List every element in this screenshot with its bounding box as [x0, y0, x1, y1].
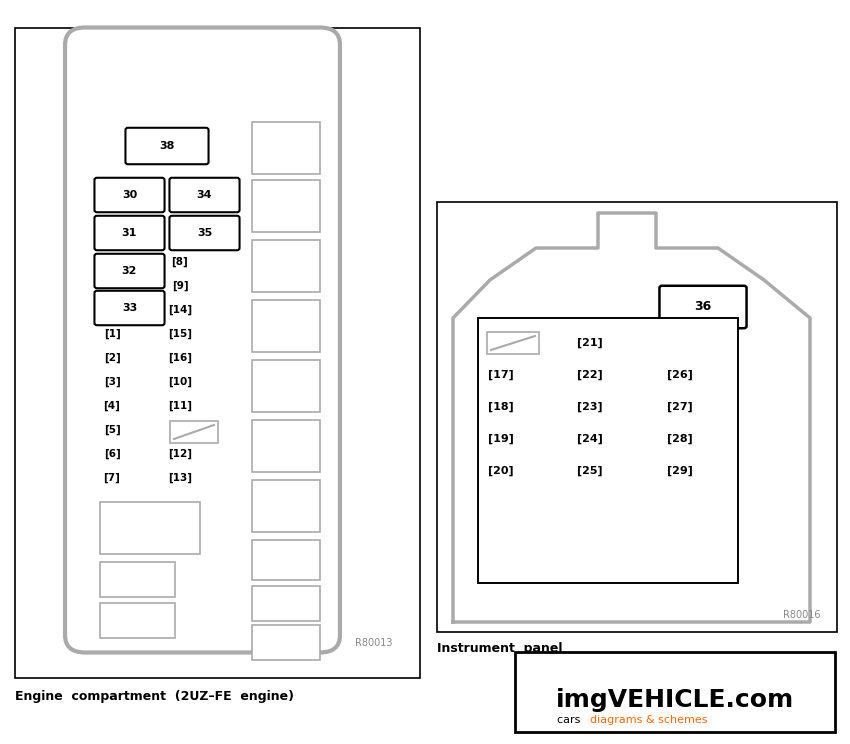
Text: 33: 33: [122, 303, 137, 313]
Text: [22]: [22]: [577, 370, 603, 380]
Bar: [100, 502, 200, 554]
Text: [19]: [19]: [488, 434, 514, 444]
Text: Instrument  panel: Instrument panel: [437, 642, 563, 655]
Text: Engine  compartment  (2UZ–FE  engine): Engine compartment (2UZ–FE engine): [15, 690, 294, 703]
Text: [7]: [7]: [104, 473, 121, 483]
Bar: [487, 332, 539, 354]
Text: 38: 38: [159, 141, 175, 151]
Bar: [252, 122, 320, 174]
Text: [23]: [23]: [577, 402, 603, 412]
FancyBboxPatch shape: [65, 28, 340, 652]
FancyBboxPatch shape: [94, 254, 165, 288]
Text: [17]: [17]: [488, 370, 514, 380]
Text: [9]: [9]: [172, 281, 189, 291]
Text: [28]: [28]: [667, 434, 693, 444]
Text: 31: 31: [122, 228, 137, 238]
Text: [8]: [8]: [172, 257, 189, 267]
Bar: [252, 240, 320, 292]
Bar: [15, 28, 420, 678]
Text: 35: 35: [197, 228, 212, 238]
Text: [1]: [1]: [104, 329, 121, 339]
FancyBboxPatch shape: [94, 216, 165, 250]
Bar: [252, 180, 320, 232]
Text: 32: 32: [122, 266, 137, 276]
Text: [11]: [11]: [168, 401, 192, 411]
Bar: [478, 318, 738, 583]
Bar: [252, 300, 320, 352]
Text: [5]: [5]: [104, 425, 121, 435]
Text: 30: 30: [122, 190, 137, 200]
Bar: [437, 202, 837, 632]
Text: [26]: [26]: [667, 370, 693, 380]
FancyBboxPatch shape: [169, 178, 240, 212]
Text: [24]: [24]: [577, 434, 603, 444]
Text: cars: cars: [557, 715, 584, 725]
Text: 34: 34: [196, 190, 212, 200]
Text: [29]: [29]: [667, 466, 693, 476]
Text: [21]: [21]: [577, 338, 603, 348]
Text: [15]: [15]: [168, 329, 192, 339]
Text: [12]: [12]: [168, 449, 192, 459]
Text: [20]: [20]: [488, 466, 513, 476]
Text: 36: 36: [694, 301, 711, 313]
Bar: [515, 652, 835, 732]
Bar: [100, 562, 175, 597]
Bar: [100, 603, 175, 638]
Text: diagrams & schemes: diagrams & schemes: [590, 715, 707, 725]
Text: [10]: [10]: [168, 377, 192, 387]
Text: [6]: [6]: [104, 449, 121, 459]
Bar: [252, 586, 320, 621]
Text: [27]: [27]: [667, 402, 693, 412]
Text: imgVEHICLE.com: imgVEHICLE.com: [556, 688, 794, 712]
Bar: [252, 360, 320, 412]
Text: [4]: [4]: [104, 401, 121, 411]
Text: [18]: [18]: [488, 402, 514, 412]
FancyBboxPatch shape: [169, 216, 240, 250]
Text: [3]: [3]: [104, 377, 121, 387]
Bar: [252, 625, 320, 660]
Bar: [252, 420, 320, 472]
Bar: [252, 480, 320, 532]
Text: R80016: R80016: [783, 610, 820, 620]
Text: [13]: [13]: [168, 473, 192, 483]
Text: [16]: [16]: [168, 353, 192, 363]
Text: [2]: [2]: [104, 353, 121, 363]
Text: R80013: R80013: [355, 638, 393, 648]
FancyBboxPatch shape: [94, 178, 165, 212]
Text: [14]: [14]: [168, 305, 192, 315]
Text: [25]: [25]: [577, 466, 603, 476]
FancyBboxPatch shape: [126, 128, 208, 164]
Bar: [252, 540, 320, 580]
FancyBboxPatch shape: [94, 291, 165, 325]
FancyBboxPatch shape: [660, 286, 746, 328]
Bar: [170, 421, 218, 443]
